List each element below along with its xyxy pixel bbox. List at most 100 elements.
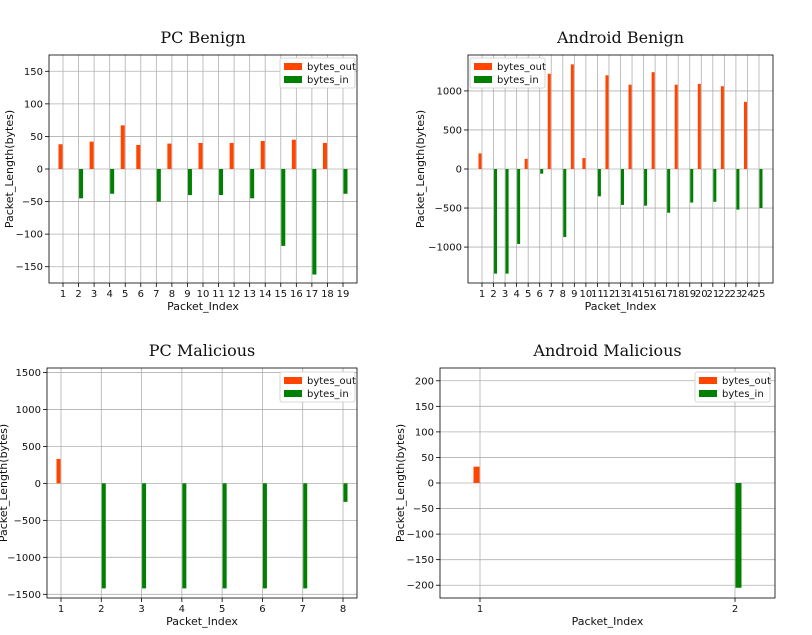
x-tick-label: 12 xyxy=(228,289,241,300)
legend-swatch-bytes-out xyxy=(284,63,302,70)
x-tick-label: 3 xyxy=(502,289,508,300)
y-tick-label: 1500 xyxy=(16,368,41,379)
y-tick-label: −150 xyxy=(407,555,434,566)
x-tick-label: 10 xyxy=(580,289,593,300)
y-axis-label: Packet_Length(bytes) xyxy=(0,424,10,542)
bar-bytes-in xyxy=(759,169,763,209)
bar-bytes-out xyxy=(651,72,655,169)
bar-bytes-out xyxy=(582,158,586,169)
legend: bytes_out bytes_in xyxy=(279,371,356,403)
x-tick-label: 13 xyxy=(243,289,256,300)
x-tick-label: 4 xyxy=(106,289,112,300)
x-tick-label: 5 xyxy=(122,289,128,300)
chart-title: Android Malicious xyxy=(532,341,681,360)
legend-swatch-bytes-out xyxy=(284,377,302,384)
y-tick-label: −50 xyxy=(413,504,434,515)
bar-bytes-out xyxy=(229,142,234,169)
legend-label: bytes_out xyxy=(307,62,356,73)
x-tick-label: 23 xyxy=(730,289,743,300)
y-tick-label: 150 xyxy=(415,402,434,413)
legend-label: bytes_in xyxy=(497,75,539,86)
bar-bytes-out xyxy=(743,101,747,169)
x-tick-label: 8 xyxy=(340,604,346,615)
x-tick-label: 3 xyxy=(138,604,144,615)
y-tick-label: 1000 xyxy=(16,405,41,416)
bar-bytes-out xyxy=(674,84,678,169)
x-tick-label: 22 xyxy=(718,289,731,300)
bar-bytes-out xyxy=(473,466,480,483)
x-tick-label: 8 xyxy=(560,289,566,300)
bar-bytes-in xyxy=(182,483,187,589)
bar-bytes-out xyxy=(570,64,574,169)
bar-bytes-out xyxy=(167,143,172,169)
x-tick-label: 18 xyxy=(321,289,334,300)
bar-bytes-in xyxy=(222,483,227,589)
y-tick-label: −1000 xyxy=(428,243,462,254)
y-tick-label: 1000 xyxy=(437,86,462,97)
bar-bytes-out xyxy=(605,75,609,169)
bar-bytes-in xyxy=(262,483,267,589)
x-axis-label: Packet_Index xyxy=(572,615,644,628)
bar-bytes-in xyxy=(735,483,742,588)
bar-bytes-in xyxy=(644,169,648,206)
x-axis-label: Packet_Index xyxy=(167,300,239,313)
x-tick-label: 15 xyxy=(637,289,650,300)
y-axis-label: Packet_Length(bytes) xyxy=(394,424,407,542)
y-axis-label: Packet_Length(bytes) xyxy=(3,110,16,228)
bar-bytes-out xyxy=(120,125,125,169)
legend-swatch-bytes-in xyxy=(284,76,302,83)
legend-label: bytes_in xyxy=(722,389,764,400)
x-tick-label: 9 xyxy=(184,289,190,300)
x-tick-label: 14 xyxy=(259,289,272,300)
y-tick-label: 100 xyxy=(415,427,434,438)
x-tick-label: 8 xyxy=(169,289,175,300)
legend-label: bytes_out xyxy=(722,376,771,387)
bar-bytes-in xyxy=(79,169,84,199)
x-tick-label: 1 xyxy=(477,604,483,615)
bar-bytes-out xyxy=(89,141,94,169)
bar-bytes-in xyxy=(187,169,192,196)
x-tick-label: 20 xyxy=(695,289,708,300)
legend-swatch-bytes-in xyxy=(699,390,717,397)
bar-bytes-out xyxy=(260,140,265,169)
legend: bytes_out bytes_in xyxy=(694,371,771,403)
y-tick-label: 200 xyxy=(415,376,434,387)
bar-bytes-in xyxy=(540,169,544,174)
x-tick-label: 16 xyxy=(649,289,662,300)
bar-bytes-in xyxy=(563,169,567,237)
x-tick-label: 14 xyxy=(626,289,639,300)
y-tick-label: 0 xyxy=(35,479,41,490)
y-tick-label: 50 xyxy=(30,132,43,143)
x-tick-label: 13 xyxy=(614,289,627,300)
x-tick-label: 16 xyxy=(290,289,303,300)
x-tick-label: 2 xyxy=(490,289,496,300)
x-tick-label: 2 xyxy=(75,289,81,300)
x-tick-label: 10 xyxy=(197,289,210,300)
bar-bytes-out xyxy=(291,139,296,169)
bar-bytes-out xyxy=(136,144,141,169)
legend-swatch-bytes-in xyxy=(474,76,492,83)
legend-swatch-bytes-in xyxy=(284,390,302,397)
x-tick-label: 1 xyxy=(58,604,64,615)
x-tick-label: 17 xyxy=(306,289,319,300)
y-tick-label: −200 xyxy=(407,581,434,592)
chart-title: Android Benign xyxy=(556,28,684,47)
bar-bytes-in xyxy=(736,169,740,210)
legend: bytes_out bytes_in xyxy=(279,57,356,89)
bar-bytes-in xyxy=(303,483,308,589)
x-tick-label: 5 xyxy=(525,289,531,300)
chart-panel-4: −200 −150 −100 −50 0 50 100 150 200 1 2 Android Mal… xyxy=(394,341,776,628)
y-tick-label: −100 xyxy=(16,230,43,241)
bar-bytes-in xyxy=(281,169,286,246)
bar-bytes-in xyxy=(343,169,348,194)
legend-swatch-bytes-out xyxy=(699,377,717,384)
x-tick-label: 2 xyxy=(98,604,104,615)
y-tick-label: −50 xyxy=(22,197,43,208)
legend-label: bytes_in xyxy=(307,389,349,400)
bar-bytes-in xyxy=(250,169,255,199)
bar-bytes-in xyxy=(312,169,317,275)
bar-bytes-in xyxy=(597,169,601,197)
y-tick-label: 500 xyxy=(443,125,462,136)
x-tick-label: 19 xyxy=(337,289,350,300)
x-tick-label: 4 xyxy=(513,289,519,300)
